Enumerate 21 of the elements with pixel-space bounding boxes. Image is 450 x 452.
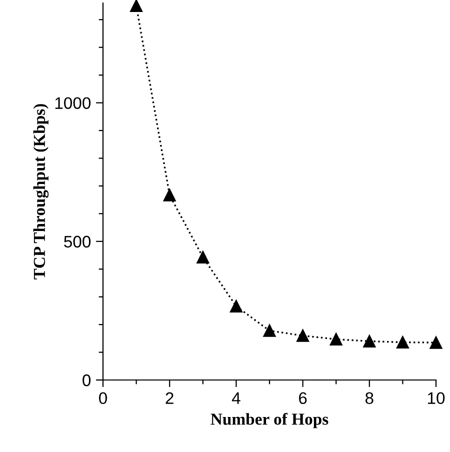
x-tick-label: 2: [166, 392, 174, 404]
x-tick-label: 6: [299, 392, 307, 404]
x-tick-label: 0: [99, 392, 107, 404]
point: [163, 188, 176, 202]
x-tick-label: 4: [232, 392, 240, 404]
x-tick-label: 8: [365, 392, 374, 404]
x-tick-label: 10: [428, 392, 445, 404]
x-axis-title: Number of Hops: [210, 412, 328, 428]
point: [396, 336, 409, 349]
point: [196, 250, 210, 264]
point: [130, 0, 143, 12]
point: [263, 324, 276, 337]
y-tick-label: 0: [82, 374, 91, 386]
point: [430, 336, 442, 349]
y-tick-label: 1000: [55, 97, 91, 109]
y-tick-label: 500: [64, 236, 91, 248]
y-axis-title: TCP Throughput (Kbps): [33, 104, 49, 280]
point: [296, 329, 310, 342]
point: [330, 333, 342, 346]
point: [363, 334, 376, 348]
point: [230, 300, 242, 313]
